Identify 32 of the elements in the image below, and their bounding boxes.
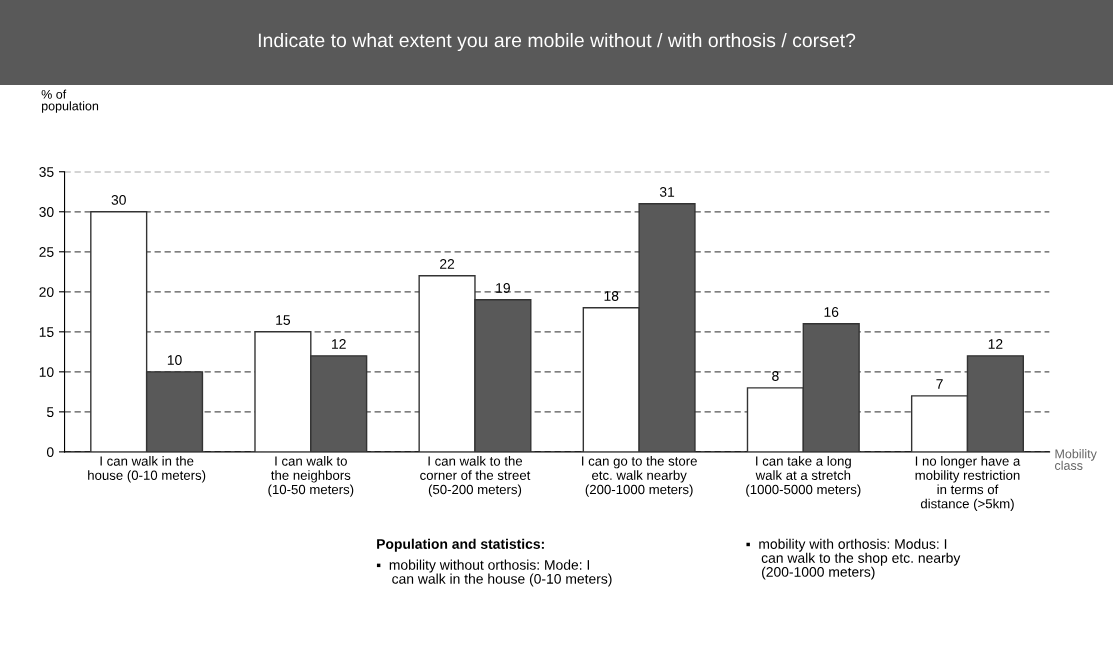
text: ▪ mobility without orthosis: Mode: I can walk in the house (0-10 meters) [376,559,612,587]
data-label: 18 [604,291,619,301]
data-label: 7 [936,379,943,389]
text: ▪ mobility with orthosis: Modus: I can walk to the shop etc. nearby (200-1000 meters) [746,538,961,580]
y-tick-label: 35 [39,167,54,177]
data-label: 16 [824,307,839,317]
chart-title: Indicate to what extent you are mobile without / with orthosis / corset? [258,32,856,52]
data-label: 12 [988,339,1003,349]
data-label: 15 [276,315,291,325]
y-tick-label: 15 [39,327,54,337]
data-label: 12 [332,339,346,349]
y-tick-label: 5 [46,407,54,418]
x-tick-label: I can walk in the house (0-10 meters) [88,456,206,483]
x-tick-label: I can take a long walk at a stretch (1000-5000 meters) [746,456,861,497]
x-tick-label: I no longer have a mobility restriction in terms of distance (>5km) [915,456,1021,511]
y-tick-label: 10 [39,367,54,378]
x-axis-title: Mobility class [1055,449,1097,470]
text: Population and statistics: [377,538,544,552]
y-tick-label: 30 [39,207,54,217]
data-label: 10 [167,355,182,365]
data-label: 22 [440,259,455,269]
y-tick-label: 20 [39,287,54,297]
data-label: 31 [659,187,675,197]
y-axis-title: % of population [41,89,99,113]
data-label: 30 [111,195,126,205]
y-tick-label: 0 [46,447,54,458]
data-label: 8 [772,371,779,381]
data-label: 19 [496,283,510,293]
x-tick-label: I can walk to the corner of the street (50-200 meters) [420,456,531,497]
x-tick-label: I can walk to the neighbors (10-50 meters) [268,456,354,497]
x-tick-label: I can go to the store etc. walk nearby (200-1000 meters) [582,456,697,497]
y-tick-label: 25 [39,247,54,257]
